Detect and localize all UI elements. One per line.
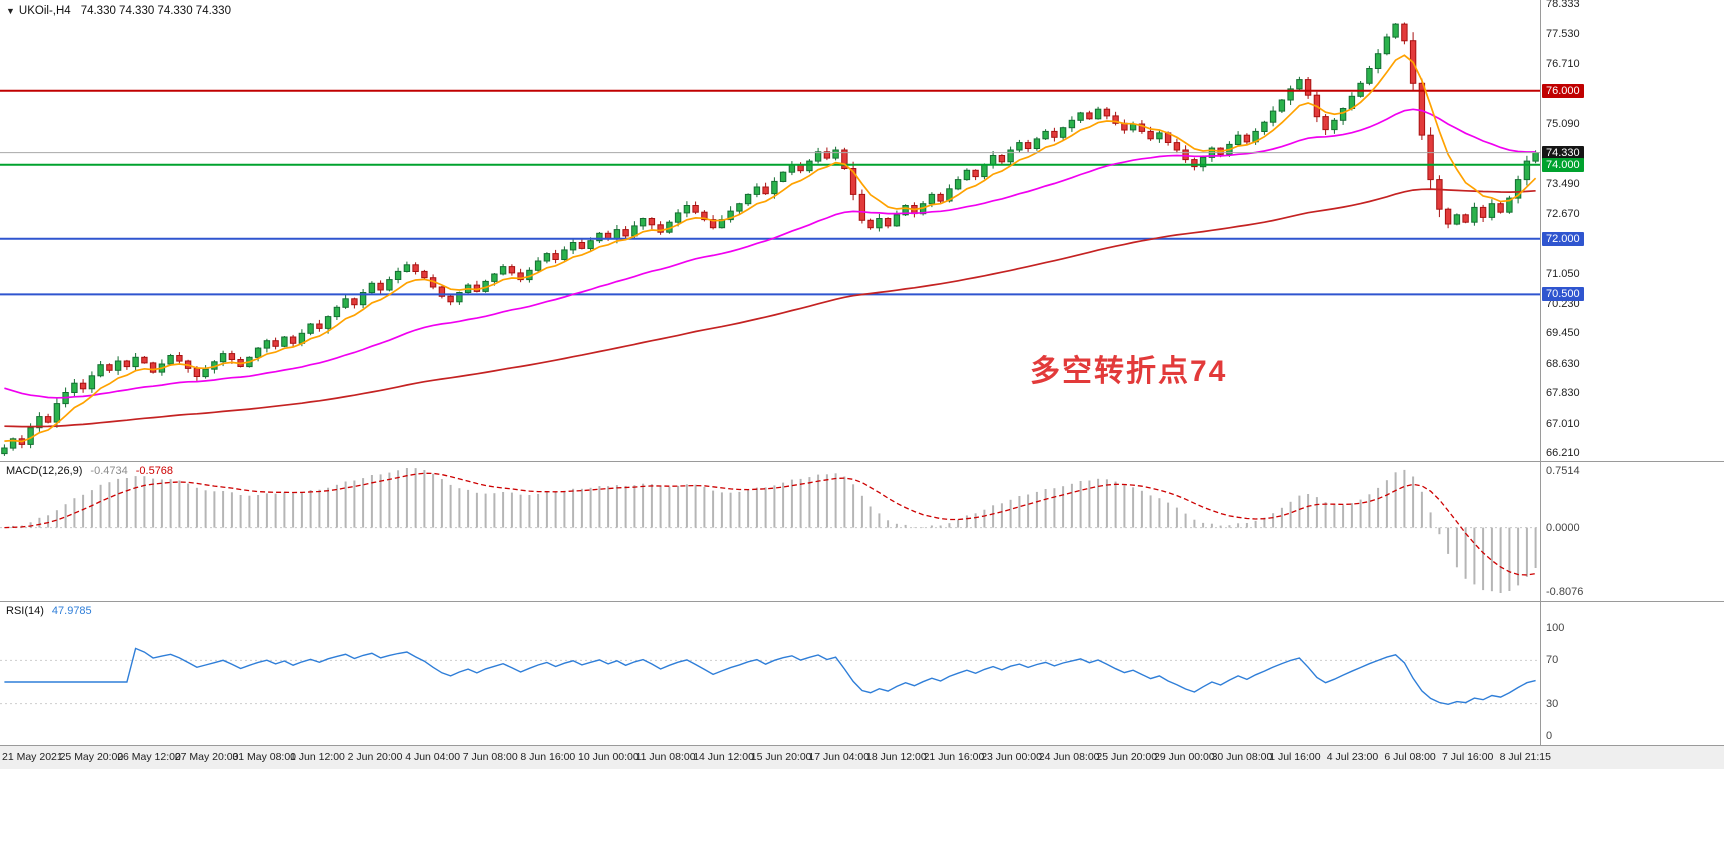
macd-axis-label: 0.0000	[1546, 521, 1580, 534]
price-axis-border	[1540, 0, 1541, 745]
time-axis-label: 4 Jun 04:00	[405, 751, 461, 763]
price-tick-label: 69.450	[1546, 327, 1580, 340]
macd-signal-value: -0.5768	[135, 465, 174, 477]
price-level-badge: 74.330	[1542, 145, 1584, 160]
symbol-dropdown-icon[interactable]: ▼	[6, 6, 15, 16]
chart-annotation-text[interactable]: 多空转折点74	[1030, 355, 1228, 388]
rsi-axis-label: 70	[1546, 654, 1559, 667]
time-axis-label: 10 Jun 00:00	[578, 751, 639, 763]
rsi-title: RSI(14) 47.9785	[6, 605, 92, 617]
time-axis-label: 31 May 08:00	[232, 751, 297, 763]
panel-separator	[0, 461, 1724, 462]
macd-title: MACD(12,26,9) -0.4734 -0.5768	[6, 465, 173, 477]
price-tick-label: 75.090	[1546, 118, 1580, 131]
time-axis-label: 17 Jun 04:00	[808, 751, 870, 763]
time-axis-label: 26 May 12:00	[117, 751, 181, 763]
price-tick-label: 77.530	[1546, 28, 1580, 41]
price-tick-label: 73.490	[1546, 177, 1580, 190]
time-axis-label: 21 Jun 16:00	[923, 751, 985, 763]
rsi-axis-label: 30	[1546, 697, 1559, 710]
rsi-label: RSI(14)	[6, 605, 44, 617]
time-axis-label: 15 Jun 20:00	[750, 751, 812, 763]
macd-axis-label: 0.7514	[1546, 465, 1580, 477]
rsi-value: 47.9785	[51, 605, 92, 617]
price-tick-label: 71.050	[1546, 268, 1580, 280]
time-axis-label: 1 Jun 12:00	[290, 751, 345, 763]
time-axis-label: 8 Jun 16:00	[520, 751, 576, 763]
price-tick-label: 68.630	[1546, 357, 1580, 370]
time-axis-label: 18 Jun 12:00	[866, 751, 927, 763]
price-level-badge: 70.500	[1542, 287, 1584, 302]
price-chart-canvas[interactable]	[0, 0, 1540, 461]
macd-panel-canvas[interactable]	[0, 462, 1540, 601]
time-axis-label: 7 Jun 08:00	[462, 751, 518, 763]
macd-label: MACD(12,26,9)	[6, 465, 83, 477]
time-axis-label: 25 May 20:00	[59, 751, 124, 763]
time-axis-label: 30 Jun 08:00	[1211, 751, 1273, 763]
price-axis[interactable]: 78.333 77.530 76.710 75.090 73.490 72.670 71.0…	[1541, 0, 1724, 745]
time-axis-label: 24 Jun 08:00	[1038, 751, 1100, 763]
time-axis-label: 21 May 2021	[2, 751, 63, 763]
time-axis-label: 8 Jul 21:15	[1499, 751, 1551, 763]
symbol-name: UKOil-,H4	[18, 5, 71, 17]
price-tick-label: 76.710	[1546, 58, 1580, 71]
time-axis-label: 6 Jul 08:00	[1384, 751, 1436, 763]
time-axis[interactable]: 21 May 2021 25 May 20:00 26 May 12:00 27 Ma…	[0, 745, 1724, 769]
rsi-axis-label: 0	[1546, 730, 1553, 742]
price-level-badge: 76.000	[1542, 83, 1584, 98]
time-axis-label: 29 Jun 00:00	[1154, 751, 1215, 763]
macd-main-value: -0.4734	[90, 465, 128, 477]
time-axis-label: 25 Jun 20:00	[1096, 751, 1158, 763]
price-tick-label: 72.670	[1546, 208, 1580, 220]
time-axis-label: 4 Jul 23:00	[1326, 751, 1379, 763]
time-axis-label: 27 May 20:00	[174, 751, 239, 763]
time-axis-label: 11 Jun 08:00	[635, 751, 696, 763]
price-level-badge: 72.000	[1542, 231, 1584, 246]
price-level-badge: 74.000	[1542, 157, 1584, 172]
price-tick-label: 67.830	[1546, 387, 1580, 400]
rsi-axis-label: 100	[1546, 622, 1565, 634]
price-tick-label: 70.230	[1546, 298, 1580, 311]
price-tick-label: 78.333	[1546, 0, 1580, 11]
panel-separator	[0, 601, 1724, 602]
rsi-panel-canvas[interactable]	[0, 602, 1540, 745]
price-tick-label: 67.010	[1546, 417, 1580, 430]
chart-symbol-title: ▼ UKOil-,H4 74.330 74.330 74.330 74.330	[6, 5, 231, 17]
macd-axis-label: -0.8076	[1546, 586, 1584, 598]
time-axis-label: 14 Jun 12:00	[693, 751, 754, 763]
time-axis-label: 2 Jun 20:00	[347, 751, 403, 763]
ohlc-values: 74.330 74.330 74.330 74.330	[80, 5, 231, 17]
time-axis-label: 23 Jun 00:00	[981, 751, 1042, 763]
price-tick-label: 66.210	[1546, 447, 1580, 460]
time-axis-label: 7 Jul 16:00	[1442, 751, 1494, 763]
time-axis-label: 1 Jul 16:00	[1269, 751, 1321, 763]
